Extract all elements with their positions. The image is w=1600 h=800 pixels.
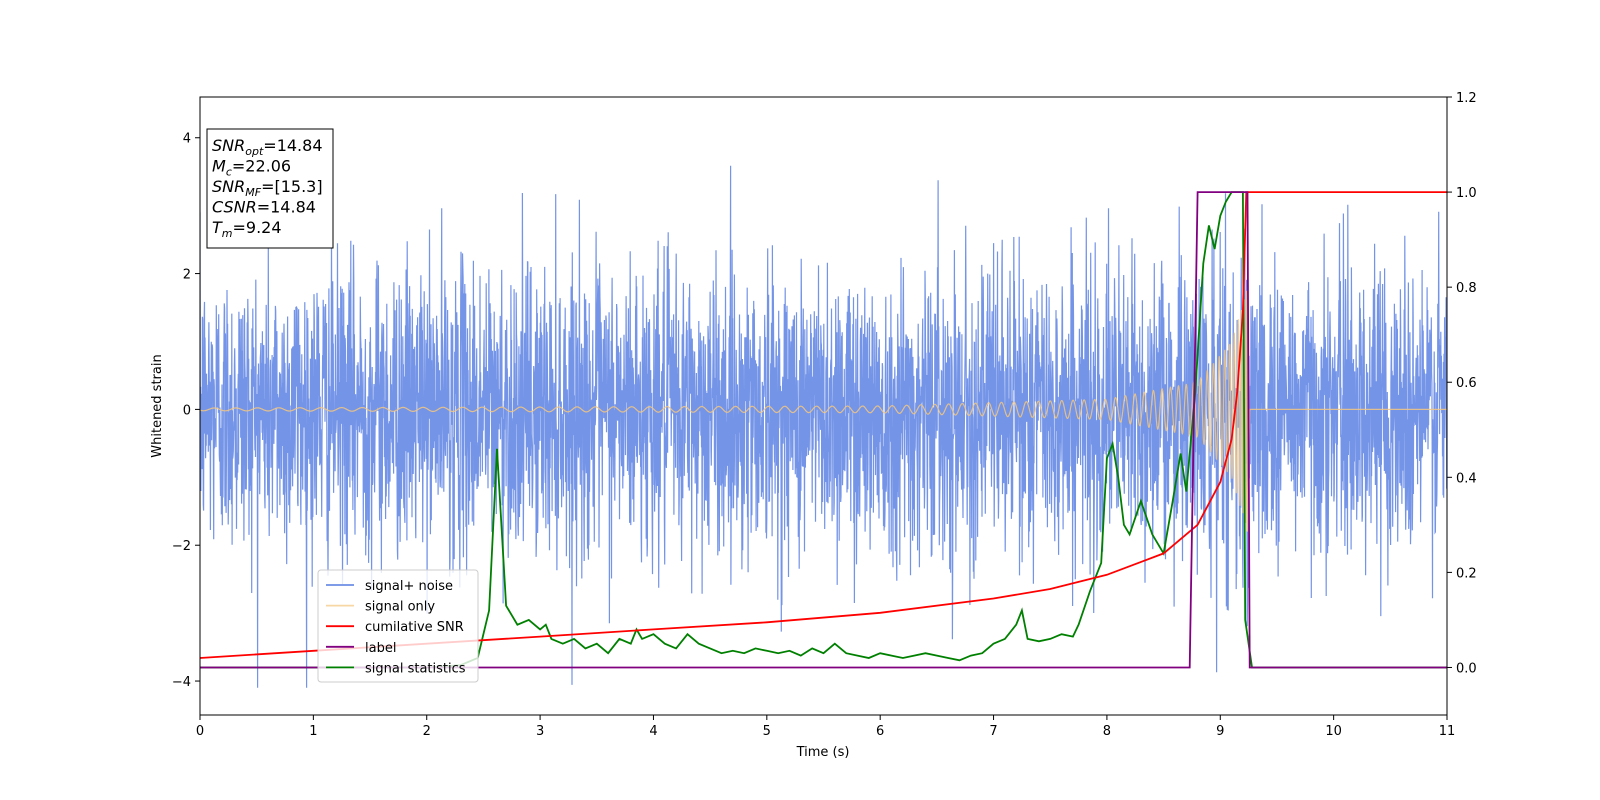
y-right-tick-label: 1.2	[1456, 91, 1477, 106]
x-axis-label: Time (s)	[796, 745, 850, 760]
right-axis-series	[200, 191, 1447, 669]
y-axis-right: 0.0 0.2 0.4 0.6 0.8 1.0 1.2	[1447, 91, 1477, 676]
y-axis-label: Whitened strain	[150, 354, 165, 457]
y-left-tick-label: 2	[183, 268, 191, 283]
stats-box-frame	[206, 128, 334, 249]
signal-only-line	[200, 290, 1447, 532]
x-tick-label: 6	[876, 724, 884, 739]
x-axis: 0 1 2 3 4 5 6 7 8 9 10 11	[196, 715, 1455, 739]
x-tick-label: 2	[423, 724, 431, 739]
y-right-tick-label: 1.0	[1456, 186, 1477, 201]
x-tick-label: 11	[1439, 724, 1456, 739]
y-left-tick-label: −4	[172, 675, 191, 690]
signal-only-series	[200, 290, 1447, 532]
y-left-tick-label: −2	[172, 539, 191, 554]
legend-label: signal statistics	[365, 661, 466, 676]
legend-frame	[317, 569, 479, 683]
x-tick-label: 4	[649, 724, 657, 739]
legend-label: signal only	[365, 600, 435, 615]
x-tick-label: 1	[309, 724, 317, 739]
stats-line: SNRMF=[15.3]	[212, 177, 323, 199]
legend-label: cumilative SNR	[365, 620, 464, 635]
y-right-tick-label: 0.8	[1456, 281, 1477, 296]
cumilative-snr-line	[200, 191, 1447, 659]
y-left-tick-label: 4	[183, 132, 191, 147]
legend: signal+ noise signal only cumilative SNR la…	[317, 569, 479, 683]
x-tick-label: 9	[1216, 724, 1224, 739]
x-tick-label: 0	[196, 724, 204, 739]
stats-line: CSNR=14.84	[212, 198, 316, 217]
x-tick-label: 5	[763, 724, 771, 739]
y-axis-left: −4 −2 0 2 4	[172, 132, 200, 690]
y-right-tick-label: 0.6	[1456, 376, 1477, 391]
legend-label: signal+ noise	[365, 579, 453, 594]
y-right-tick-label: 0.4	[1456, 471, 1477, 486]
y-right-tick-label: 0.0	[1456, 661, 1477, 676]
legend-label: label	[365, 641, 396, 656]
x-tick-label: 10	[1325, 724, 1342, 739]
plot-frame	[199, 96, 1448, 716]
y-right-tick-label: 0.2	[1456, 566, 1477, 581]
stats-annotation-box: SNRopt=14.84Mc=22.06SNRMF=[15.3]CSNR=14.…	[206, 128, 334, 249]
label-line	[200, 191, 1447, 669]
plot-area	[200, 165, 1447, 688]
stats-line: Mc=22.06	[212, 157, 291, 179]
y-left-tick-label: 0	[183, 403, 191, 418]
x-tick-label: 8	[1103, 724, 1111, 739]
stats-line: Tm=9.24	[212, 218, 282, 240]
stats-line: SNRopt=14.84	[212, 136, 323, 158]
x-tick-label: 3	[536, 724, 544, 739]
x-tick-label: 7	[989, 724, 997, 739]
signal-statistics-line	[200, 191, 1447, 669]
